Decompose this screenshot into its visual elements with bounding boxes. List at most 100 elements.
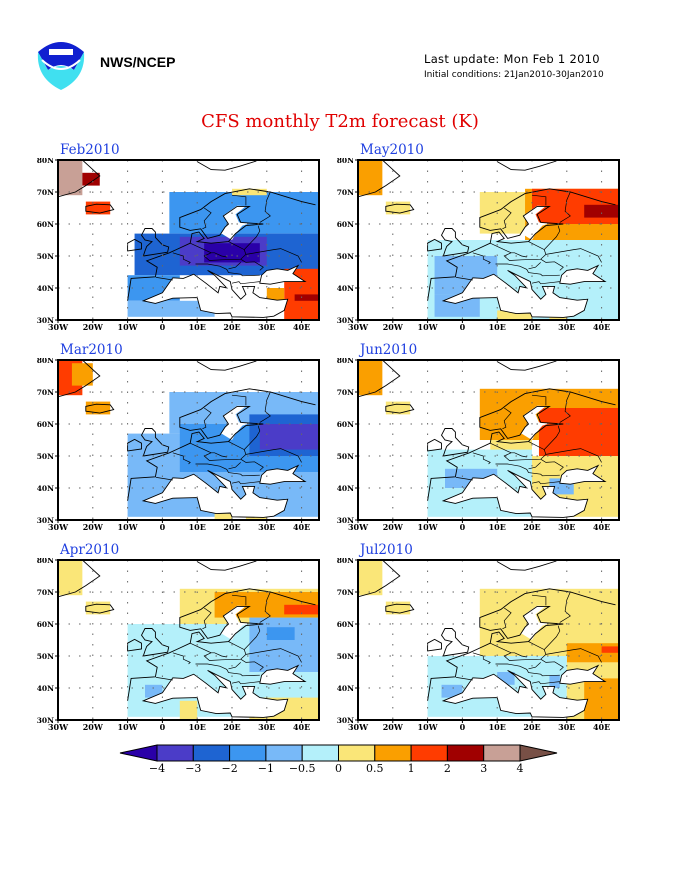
country-border	[559, 191, 571, 223]
y-tick-label: 70N	[337, 388, 354, 397]
country-border	[202, 207, 212, 230]
x-tick-label: 40E	[293, 522, 310, 532]
anomaly-cell	[71, 363, 93, 386]
country-border	[190, 641, 247, 661]
colorbar-tick-label: −3	[185, 762, 201, 775]
colorbar-cell	[374, 744, 412, 762]
colorbar-tick-label: 4	[517, 762, 524, 775]
coastline	[358, 360, 401, 398]
x-tick-label: 40E	[293, 322, 310, 332]
colorbar-tick-label: 3	[480, 762, 487, 775]
x-tick-label: 0	[460, 722, 466, 732]
coastline	[440, 228, 470, 257]
x-tick-label: 20W	[383, 522, 404, 532]
sea-outline	[141, 669, 289, 718]
country-border	[531, 681, 560, 685]
coastline	[427, 588, 616, 701]
country-border	[195, 663, 260, 677]
country-border	[545, 448, 602, 463]
colorbar-cell	[410, 744, 448, 762]
panel-title: Jul2010	[360, 542, 413, 558]
x-tick-label: 10W	[118, 322, 139, 332]
country-border	[245, 248, 302, 263]
country-border	[559, 591, 571, 623]
country-border	[511, 252, 527, 258]
country-border	[528, 462, 541, 470]
country-border	[543, 225, 561, 250]
y-tick-label: 40N	[37, 284, 54, 293]
coastline	[440, 628, 470, 657]
country-border	[195, 463, 260, 477]
y-tick-label: 70N	[37, 388, 54, 397]
coastline	[140, 228, 170, 257]
y-tick-label: 40N	[337, 284, 354, 293]
country-border	[502, 207, 512, 230]
anomaly-cell	[179, 700, 198, 720]
y-tick-label: 80N	[337, 158, 354, 165]
country-border	[228, 462, 241, 470]
x-tick-label: 0	[160, 722, 166, 732]
country-border	[231, 281, 260, 285]
country-border	[172, 652, 191, 665]
x-tick-label: 0	[460, 522, 466, 532]
x-tick-label: 10E	[489, 722, 506, 732]
y-tick-label: 50N	[337, 252, 354, 261]
sea-outline	[141, 269, 289, 318]
sea-outline	[441, 469, 589, 518]
x-tick-label: 0	[160, 522, 166, 532]
colorbar-tick-label: 2	[444, 762, 451, 775]
map-panel-apr2010: 30W 20W 10W 0 10E 20E 30E 40E 30N 40N 50N 60N 70N 80N	[37, 558, 320, 732]
coastline	[385, 203, 415, 214]
baltic-sea	[519, 205, 550, 240]
colorbar-tick-label: 1	[408, 762, 415, 775]
country-border	[245, 448, 302, 463]
y-tick-label: 60N	[337, 620, 354, 629]
country-border	[259, 591, 271, 623]
coastline	[196, 560, 257, 571]
x-tick-label: 0	[160, 322, 166, 332]
country-border	[528, 662, 541, 670]
anomaly-cell	[497, 310, 532, 320]
x-tick-label: 40E	[593, 722, 610, 732]
anomaly-cell	[259, 424, 319, 450]
country-border	[240, 658, 264, 671]
anomaly-cell	[249, 617, 319, 672]
country-border	[511, 652, 527, 658]
y-tick-label: 60N	[37, 620, 54, 629]
country-border	[231, 594, 247, 606]
map-frame	[357, 359, 620, 521]
country-border	[156, 677, 173, 681]
country-border	[540, 258, 564, 271]
coastline	[358, 160, 401, 198]
y-tick-label: 40N	[37, 684, 54, 693]
sea-outline	[259, 664, 307, 685]
country-border	[456, 677, 473, 681]
x-tick-label: 20W	[83, 722, 104, 732]
country-border	[531, 594, 547, 606]
y-tick-label: 30N	[337, 516, 354, 525]
country-border	[211, 252, 227, 258]
x-tick-label: 10W	[118, 522, 139, 532]
y-tick-label: 30N	[337, 716, 354, 725]
x-tick-label: 0	[460, 322, 466, 332]
country-border	[531, 481, 560, 485]
anomaly-cell	[214, 513, 232, 520]
country-border	[543, 425, 561, 450]
coastline	[427, 388, 616, 501]
country-border	[540, 658, 564, 671]
coastline	[385, 603, 415, 614]
map-panel-jul2010: 30W 20W 10W 0 10E 20E 30E 40E 30N 40N 50N 60N 70N 80N	[337, 558, 620, 732]
x-tick-label: 30W	[48, 322, 69, 332]
sea-outline	[441, 669, 589, 718]
colorbar-cell	[338, 744, 376, 762]
y-tick-label: 30N	[37, 716, 54, 725]
x-tick-label: 10E	[189, 322, 206, 332]
x-tick-label: 20E	[223, 722, 240, 732]
x-tick-label: 10W	[418, 722, 439, 732]
x-tick-label: 20W	[83, 522, 104, 532]
x-tick-label: 20E	[523, 522, 540, 532]
y-tick-label: 60N	[337, 220, 354, 229]
coastline	[140, 628, 170, 657]
colorbar-tick-label: −2	[221, 762, 237, 775]
x-tick-label: 30E	[258, 322, 275, 332]
